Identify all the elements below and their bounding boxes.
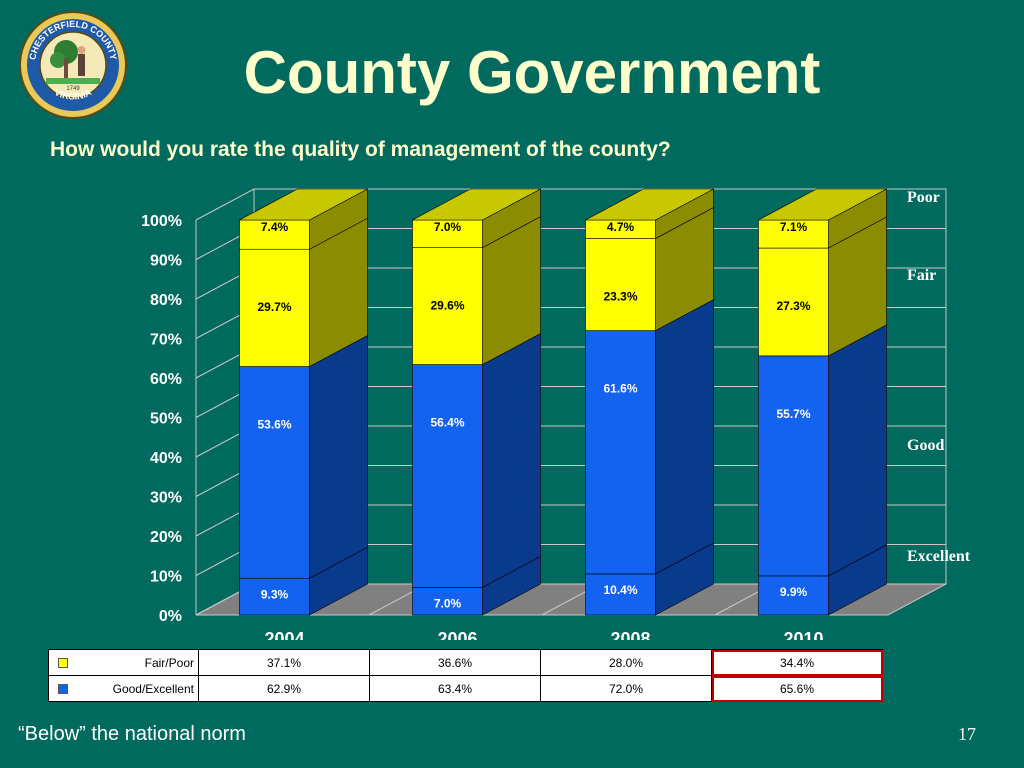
series-label-good: Good [907, 437, 944, 454]
survey-question: How would you rate the quality of manage… [50, 138, 671, 161]
data-label: 29.6% [430, 299, 464, 313]
series-label-excellent: Excellent [907, 548, 971, 565]
bar-side-good [309, 335, 368, 579]
y-tick-label: 80% [150, 292, 182, 309]
bar-segment-poor [758, 219, 829, 249]
data-label: 23.3% [603, 290, 637, 304]
row-label: Fair/Poor [48, 649, 199, 676]
row-label-text: Good/Excellent [112, 681, 194, 696]
x-tick-label: 2004 [264, 629, 304, 640]
data-label: 9.9% [780, 585, 808, 599]
footnote: “Below” the national norm [18, 723, 246, 745]
legend-swatch-icon [58, 684, 68, 694]
y-tick-label: 40% [150, 450, 182, 467]
x-tick-label: 2006 [437, 629, 477, 640]
data-label: 56.4% [430, 416, 464, 430]
bar-side-good [655, 299, 714, 575]
data-label: 7.0% [434, 596, 462, 610]
bar-segment-good [758, 355, 829, 577]
data-label: 10.4% [603, 583, 637, 597]
bar-segment-fair [585, 238, 656, 331]
table-cell: 65.6% [711, 675, 883, 702]
bar-segment-good [412, 364, 483, 588]
data-label: 7.0% [434, 220, 462, 234]
data-label: 29.7% [257, 300, 291, 314]
page-number: 17 [958, 724, 976, 744]
series-label-poor: Poor [907, 189, 940, 206]
bar-segment-excellent [239, 577, 310, 616]
series-label-fair: Fair [907, 267, 936, 284]
table-cell: 28.0% [540, 649, 712, 676]
data-label: 55.7% [776, 407, 810, 421]
bar-side-good [482, 333, 541, 588]
data-label: 61.6% [603, 382, 637, 396]
data-label: 9.3% [261, 587, 289, 601]
gridline [195, 188, 946, 221]
y-tick-label: 50% [150, 411, 182, 428]
bar-segment-fair [239, 248, 310, 367]
table-cell: 72.0% [540, 675, 712, 702]
y-tick-label: 30% [150, 490, 182, 507]
data-label: 27.3% [776, 299, 810, 313]
bar-segment-fair [758, 247, 829, 357]
bar-top [758, 188, 887, 221]
table-cell: 34.4% [711, 649, 883, 676]
svg-text:1749: 1749 [66, 86, 80, 92]
bar-segment-fair [412, 247, 483, 365]
data-label: 4.7% [607, 220, 635, 234]
table-row: Good/Excellent 62.9% 63.4% 72.0% 65.6% [48, 675, 883, 702]
data-label: 7.1% [780, 220, 808, 234]
data-label: 53.6% [257, 418, 291, 432]
table-cell: 62.9% [198, 675, 370, 702]
y-tick-label: 20% [150, 529, 182, 546]
y-tick-label: 100% [141, 213, 182, 230]
x-tick-label: 2010 [783, 629, 823, 640]
county-seal-logo: CHESTERFIELD COUNTY VIRGINIA 1749 [19, 11, 127, 119]
table-cell: 63.4% [369, 675, 541, 702]
row-label-text: Fair/Poor [144, 655, 194, 670]
bar-segment-good [239, 366, 310, 579]
bar-top [239, 188, 368, 221]
legend-swatch-icon [58, 658, 68, 668]
y-tick-label: 0% [159, 608, 182, 625]
bar-top [585, 188, 714, 221]
bar-segment-excellent [758, 575, 829, 616]
page-title: County Government [243, 39, 821, 106]
bar-segment-good [585, 330, 656, 575]
summary-table: Fair/Poor 37.1% 36.6% 28.0% 34.4% Good/Excell… [48, 649, 883, 702]
row-label: Good/Excellent [48, 675, 199, 702]
stacked-bar-chart: 0% 10% 20% 30% 40% 50% 60% 70% 80% 90% 100% 9.3% 53.… [141, 188, 971, 640]
bar-side-good [828, 324, 887, 577]
bar-segment-poor [239, 219, 310, 250]
svg-text:VIRGINIA: VIRGINIA [53, 87, 93, 102]
table-cell: 36.6% [369, 649, 541, 676]
bar-top [412, 188, 541, 221]
bar-segment-excellent [585, 573, 656, 616]
x-tick-label: 2008 [610, 629, 650, 640]
data-label: 7.4% [261, 220, 289, 234]
y-tick-label: 60% [150, 371, 182, 388]
bar-segment-poor [412, 219, 483, 248]
table-cell: 37.1% [198, 649, 370, 676]
table-row: Fair/Poor 37.1% 36.6% 28.0% 34.4% [48, 649, 883, 676]
y-tick-label: 10% [150, 569, 182, 586]
y-tick-label: 90% [150, 253, 182, 270]
y-tick-label: 70% [150, 332, 182, 349]
